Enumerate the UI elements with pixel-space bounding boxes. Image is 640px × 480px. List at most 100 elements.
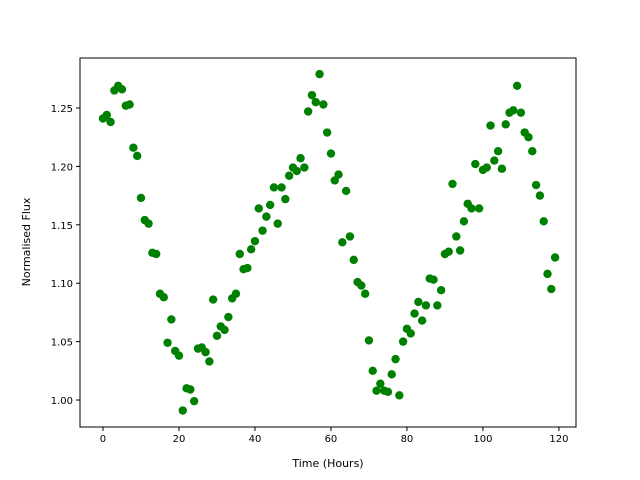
point (231, 289, 241, 298)
point (303, 107, 313, 116)
y-tick-label: 1.00 (51, 396, 73, 407)
point (417, 316, 427, 325)
x-tick-label: 80 (401, 434, 414, 445)
point (512, 81, 522, 91)
point (436, 286, 446, 295)
x-tick-label: 0 (100, 434, 106, 445)
point (284, 171, 294, 180)
point (334, 170, 343, 179)
point (482, 163, 491, 172)
plot-frame (79, 57, 577, 428)
point (410, 309, 419, 318)
point (467, 204, 476, 213)
y-tick-label: 1.05 (51, 338, 73, 349)
y-tick-label: 1.25 (51, 104, 73, 115)
point (528, 147, 537, 156)
point (376, 379, 385, 388)
point (368, 366, 377, 376)
point (364, 336, 374, 345)
point (220, 325, 229, 335)
point (125, 100, 134, 109)
x-axis-label: Time (Hours) (291, 457, 363, 470)
point (159, 293, 168, 302)
point (349, 255, 358, 265)
x-tick-label: 40 (249, 434, 262, 445)
point (174, 351, 184, 360)
point (106, 117, 115, 127)
point (345, 232, 355, 241)
point (539, 217, 548, 226)
point (535, 191, 545, 200)
x-tick-label: 60 (325, 434, 338, 445)
point (326, 149, 336, 158)
point (398, 337, 408, 346)
point (129, 143, 138, 152)
y-tick-label: 1.10 (51, 279, 73, 290)
point (486, 121, 495, 130)
x-tick-label: 100 (473, 434, 492, 445)
point (151, 249, 161, 259)
point (144, 219, 153, 228)
point (186, 385, 195, 394)
point (474, 204, 484, 213)
point (444, 247, 453, 256)
point (265, 200, 275, 210)
x-tick-label: 120 (549, 434, 568, 445)
point (524, 132, 533, 142)
point (117, 85, 127, 94)
point (281, 194, 290, 204)
point (406, 329, 415, 338)
point (205, 357, 214, 366)
point (414, 297, 423, 307)
point (493, 147, 503, 156)
point (501, 120, 510, 129)
point (269, 183, 279, 192)
point (338, 238, 347, 247)
point (246, 245, 256, 254)
point (163, 338, 172, 347)
point (212, 331, 222, 340)
point (277, 183, 286, 192)
point (235, 249, 244, 259)
point (360, 289, 370, 298)
point (273, 219, 282, 228)
point (471, 159, 480, 169)
point (387, 370, 396, 379)
point (243, 263, 252, 273)
x-tick-label: 20 (173, 434, 186, 445)
point (459, 217, 469, 226)
point (341, 186, 351, 196)
point (319, 100, 328, 109)
point (433, 301, 442, 310)
point (395, 391, 404, 400)
point (311, 97, 320, 107)
point (132, 151, 142, 161)
point (262, 212, 271, 221)
y-tick-label: 1.20 (51, 162, 73, 173)
point (550, 253, 560, 262)
point (292, 166, 301, 176)
point (455, 246, 465, 255)
point (372, 386, 381, 395)
point (178, 406, 187, 415)
point (531, 180, 541, 190)
point (254, 204, 263, 213)
point (357, 281, 366, 290)
point (543, 269, 552, 279)
point (201, 347, 210, 357)
point (429, 275, 438, 284)
point (258, 226, 267, 235)
point (136, 193, 146, 203)
point (448, 179, 457, 189)
point (250, 236, 260, 246)
point (296, 154, 305, 163)
point (307, 90, 317, 100)
point (189, 396, 199, 406)
point (102, 110, 111, 120)
point (490, 156, 499, 165)
point (167, 315, 176, 324)
point (516, 108, 526, 117)
y-tick-label: 1.15 (51, 221, 73, 232)
point (322, 128, 332, 137)
